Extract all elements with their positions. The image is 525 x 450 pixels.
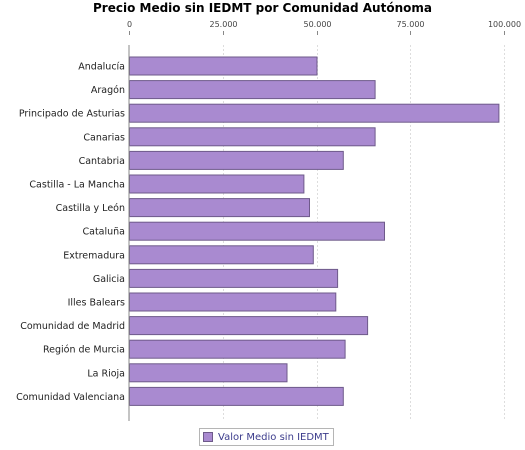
bar: [129, 339, 346, 359]
category-label: Cantabria: [79, 156, 125, 167]
category-label: Principado de Asturias: [19, 109, 125, 120]
category-label: Illes Balears: [68, 298, 125, 309]
category-label: Comunidad Valenciana: [16, 392, 125, 403]
tick-label: 75.000: [397, 20, 425, 29]
category-labels: Andalucía Aragón Principado de Asturias Can…: [16, 62, 125, 403]
tick-label: 0: [127, 20, 132, 29]
bar: [129, 292, 337, 312]
legend-swatch: [203, 432, 213, 442]
bar: [129, 103, 500, 123]
bar: [129, 80, 376, 100]
category-label: Comunidad de Madrid: [20, 321, 125, 332]
chart-title: Precio Medio sin IEDMT por Comunidad Aut…: [93, 1, 432, 15]
category-label: Castilla - La Mancha: [29, 180, 125, 191]
category-label: Canarias: [83, 132, 125, 143]
category-label: Cataluña: [82, 227, 125, 238]
bar: [129, 150, 344, 170]
bar: [129, 245, 314, 265]
tick-label: 50.000: [304, 20, 332, 29]
bar: [129, 198, 310, 218]
category-label: Aragón: [91, 85, 125, 96]
legend-label: Valor Medio sin IEDMT: [218, 431, 329, 443]
x-axis-ticks: 0 25.000 50.000 75.000 100.000: [127, 20, 521, 35]
bar: [129, 386, 344, 406]
bar: [129, 316, 369, 336]
category-label: Región de Murcia: [43, 345, 125, 356]
bar: [129, 127, 376, 147]
category-label: Extremadura: [63, 250, 125, 261]
bar: [129, 363, 288, 383]
category-label: La Rioja: [87, 368, 125, 379]
bars: [129, 56, 500, 406]
legend: Valor Medio sin IEDMT: [199, 428, 334, 446]
bar: [129, 174, 305, 194]
bar: [129, 56, 318, 76]
category-label: Andalucía: [78, 62, 125, 73]
category-label: Castilla y León: [56, 203, 125, 214]
tick-label: 100.000: [488, 20, 521, 29]
bar: [129, 221, 385, 241]
tick-label: 25.000: [210, 20, 238, 29]
bar: [129, 268, 339, 288]
category-label: Galicia: [93, 274, 125, 285]
